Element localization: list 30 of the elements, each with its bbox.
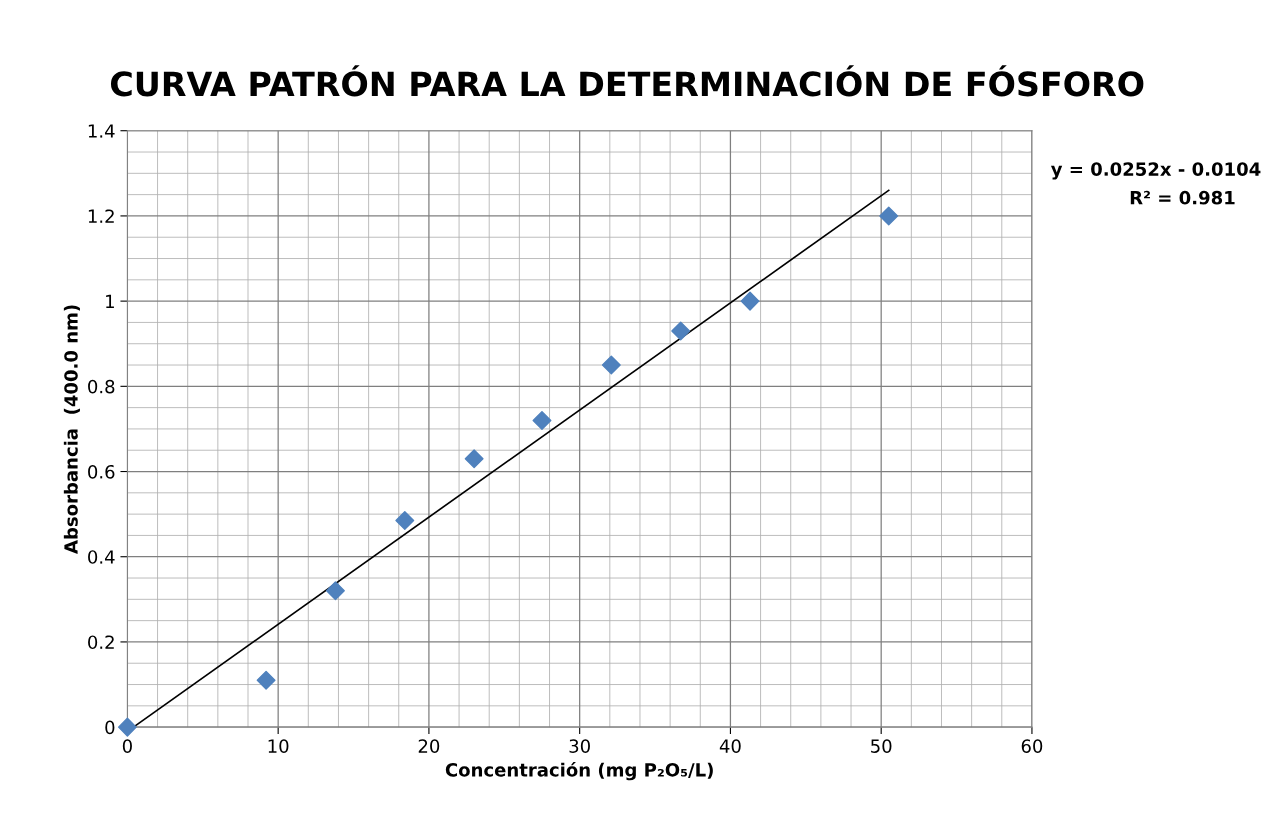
point <box>395 511 415 530</box>
x-tick-label: 0 <box>122 739 132 753</box>
point <box>532 410 552 430</box>
y-tick-label: 0.4 <box>88 550 115 564</box>
point <box>879 206 899 226</box>
point <box>671 321 691 341</box>
point <box>601 355 621 375</box>
y-tick-label: 0 <box>105 720 115 735</box>
y-tick-label: 0.8 <box>88 379 115 394</box>
x-tick-label: 30 <box>569 739 590 753</box>
y-tick-label: 1.4 <box>88 124 115 138</box>
y-tick-label: 0.2 <box>88 635 114 650</box>
x-tick-label: 20 <box>418 739 440 753</box>
x-tick-label: 50 <box>871 739 892 753</box>
point <box>117 717 137 737</box>
chart-title: CURVA PATRÓN PARA LA DETERMINACIÓN DE FÓSFORO <box>110 65 1144 97</box>
x-tick-label: 40 <box>719 739 741 753</box>
x-tick-label: 10 <box>268 739 289 753</box>
y-tick-label: 1 <box>106 294 114 308</box>
y-axis-title: Absorbancia (400.0 nm) <box>63 305 80 554</box>
point <box>256 670 276 690</box>
x-axis-title: Concentración (mg P₂O₅/L) <box>445 761 713 781</box>
x-tick-label: 60 <box>1021 739 1043 753</box>
y-tick-label: 0.6 <box>88 464 115 479</box>
point <box>740 291 760 311</box>
point <box>464 449 484 469</box>
text: R² = 0.981 <box>1130 190 1235 205</box>
point <box>325 581 345 601</box>
text: y = 0.0252x - 0.0104 <box>1050 162 1261 180</box>
y-tick-label: 1.2 <box>88 209 114 223</box>
